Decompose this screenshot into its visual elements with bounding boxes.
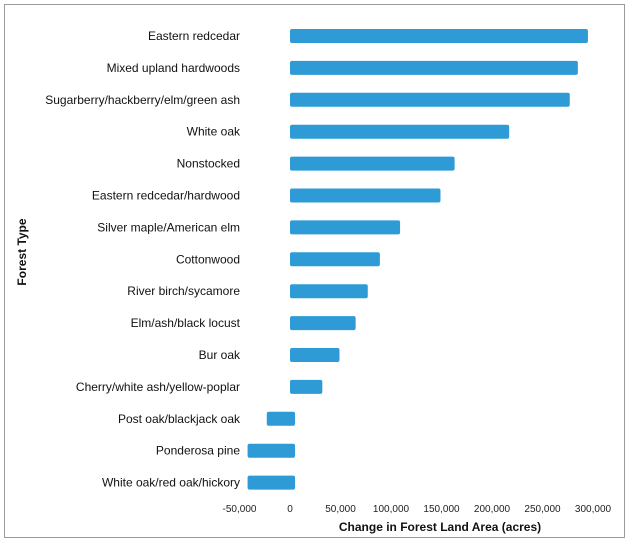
bar-cottonwood <box>290 252 380 267</box>
bar-eastern-redcedar-hardwood <box>290 188 441 203</box>
category-label-ponderosa-pine: Ponderosa pine <box>156 444 240 458</box>
bar-white-oak-red-oak-hickory <box>247 475 296 490</box>
bar-bur-oak <box>290 348 340 362</box>
bar-silver-maple-american-elm <box>290 220 401 235</box>
category-label-mixed-upland-hardwoods: Mixed upland hardwoods <box>107 61 240 75</box>
bar-mixed-upland-hardwoods <box>290 60 578 75</box>
category-label-eastern-redcedar-hardwood: Eastern redcedar/hardwood <box>92 189 240 203</box>
x-tick-label: 100,000 <box>373 504 410 515</box>
x-tick-label: 150,000 <box>423 504 460 515</box>
x-tick-label: 250,000 <box>524 504 561 515</box>
category-label-sugarberry-hackberry-elm-green-ash: Sugarberry/hackberry/elm/green ash <box>45 93 240 107</box>
x-axis-title: Change in Forest Land Area (acres) <box>339 520 541 534</box>
category-label-elm-ash-black-locust: Elm/ash/black locust <box>131 316 241 330</box>
bar-nonstocked <box>290 156 455 171</box>
x-tick-label: 200,000 <box>474 504 511 515</box>
category-label-cottonwood: Cottonwood <box>176 252 240 266</box>
bar-ponderosa-pine <box>247 443 296 458</box>
y-axis-title: Forest Type <box>15 218 29 285</box>
x-tick-label: 300,000 <box>575 504 612 515</box>
category-label-silver-maple-american-elm: Silver maple/American elm <box>97 220 240 234</box>
x-tick-label: -50,000 <box>223 504 257 515</box>
category-label-bur-oak: Bur oak <box>199 348 241 362</box>
category-label-post-oak-blackjack-oak: Post oak/blackjack oak <box>118 412 241 426</box>
category-label-white-oak-red-oak-hickory: White oak/red oak/hickory <box>102 476 240 490</box>
x-tick-label: 0 <box>287 504 293 515</box>
bar-sugarberry-hackberry-elm-green-ash <box>290 92 570 107</box>
bar-cherry-white-ash-yellow-poplar <box>290 379 323 394</box>
category-label-nonstocked: Nonstocked <box>177 157 240 171</box>
bar-river-birch-sycamore <box>290 284 368 299</box>
category-label-eastern-redcedar: Eastern redcedar <box>148 29 240 43</box>
x-tick-label: 50,000 <box>325 504 356 515</box>
category-label-white-oak: White oak <box>187 125 241 139</box>
category-label-cherry-white-ash-yellow-poplar: Cherry/white ash/yellow-poplar <box>76 380 240 394</box>
bar-eastern-redcedar <box>290 29 588 43</box>
category-label-river-birch-sycamore: River birch/sycamore <box>127 284 240 298</box>
bar-post-oak-blackjack-oak <box>266 411 296 426</box>
bar-elm-ash-black-locust <box>290 316 356 331</box>
bar-white-oak <box>290 124 510 139</box>
